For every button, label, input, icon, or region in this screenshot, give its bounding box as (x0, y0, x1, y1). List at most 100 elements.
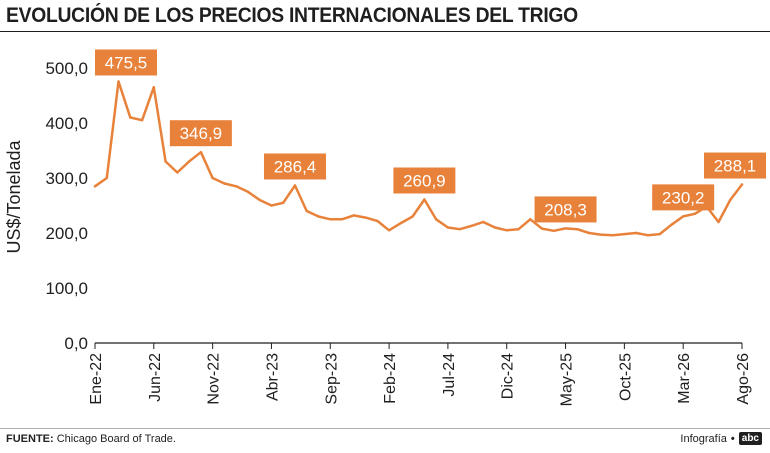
value-label-box (652, 184, 715, 211)
price-point (505, 229, 508, 232)
credit-text: Infografía (680, 432, 727, 445)
x-tick-label: Jun-22 (147, 353, 164, 402)
price-point (470, 224, 473, 228)
x-tick-label: Jul-24 (441, 353, 458, 397)
source-label: FUENTE: (6, 433, 54, 445)
x-tick-label: Abr-23 (264, 353, 281, 401)
price-point (329, 218, 332, 221)
x-tick-label: Nov-22 (206, 353, 223, 405)
price-point (117, 80, 120, 83)
price-point (564, 227, 567, 230)
price-point (211, 176, 214, 180)
price-point (670, 223, 673, 226)
price-point (176, 171, 179, 174)
price-point (587, 231, 591, 235)
y-tick-label: 300,0 (45, 169, 88, 188)
y-tick-label: 0,0 (64, 334, 88, 353)
price-point (576, 227, 579, 231)
value-label-box (263, 153, 326, 180)
price-point (681, 215, 685, 218)
price-point (729, 198, 732, 202)
price-point (634, 231, 638, 235)
price-point (540, 227, 544, 230)
value-label: 288,1 (714, 157, 757, 176)
source-text: Chicago Board of Trade. (56, 433, 176, 445)
price-line-chart: US$/Tonelada 0,0 100,0 200,0 300,0 400,0 500,… (4, 49, 766, 406)
price-point (199, 151, 203, 154)
price-point (293, 184, 297, 187)
price-point (234, 185, 238, 188)
price-point (611, 234, 614, 237)
price-series-line (93, 80, 744, 237)
y-axis-label: US$/Tonelada (4, 139, 24, 253)
value-label-box (393, 167, 456, 194)
source-note: FUENTE: Chicago Board of Trade. (6, 433, 176, 445)
abc-logo: abc (738, 432, 762, 445)
price-point (693, 212, 697, 215)
price-point (717, 220, 720, 224)
price-point (623, 232, 626, 236)
price-point (411, 215, 414, 218)
x-tick-label: Feb-24 (382, 353, 399, 404)
x-tick-label: Oct-25 (617, 353, 634, 401)
value-label-box (169, 120, 232, 147)
y-tick-label: 400,0 (45, 114, 88, 133)
price-point (552, 229, 555, 232)
price-point (305, 209, 308, 213)
price-point (270, 204, 273, 207)
price-point (599, 233, 603, 236)
price-point (364, 216, 367, 219)
y-tick-label: 100,0 (45, 279, 88, 298)
price-point (493, 226, 497, 229)
price-point (352, 214, 355, 217)
price-point (246, 190, 250, 193)
value-label-box (534, 196, 597, 223)
price-point (482, 220, 485, 224)
price-point (282, 201, 285, 204)
value-label: 475,5 (105, 53, 148, 72)
price-point (458, 227, 461, 231)
price-point (434, 218, 438, 221)
x-tick-label: Dic-24 (500, 353, 517, 399)
value-label: 346,9 (180, 124, 223, 143)
value-label: 230,2 (662, 188, 705, 207)
value-label-box (704, 152, 766, 179)
price-point (340, 218, 344, 221)
price-point (376, 219, 379, 223)
x-tick-label: Ene-22 (88, 353, 105, 405)
price-point (164, 160, 167, 163)
price-point (529, 218, 532, 221)
price-point (517, 227, 520, 231)
credit-separator: • (730, 432, 735, 445)
credit: Infografía • abc (680, 432, 762, 445)
price-point (740, 183, 744, 186)
y-tick-label: 200,0 (45, 224, 88, 243)
price-point (658, 232, 661, 236)
page-title: EVOLUCIÓN DE LOS PRECIOS INTERNACIONALES… (6, 4, 578, 27)
price-point (399, 221, 403, 225)
price-point (105, 176, 108, 180)
value-label: 260,9 (403, 172, 446, 191)
price-point (646, 234, 650, 237)
price-point (223, 182, 226, 185)
price-point (140, 119, 144, 122)
price-point (317, 215, 320, 218)
price-point (423, 198, 426, 201)
price-point (258, 198, 261, 202)
title-rule (0, 31, 770, 32)
price-point (93, 185, 97, 188)
y-tick-label: 500,0 (45, 59, 88, 78)
x-tick-label: Mar-26 (676, 353, 693, 404)
x-tick-label: May-25 (559, 353, 576, 406)
value-label: 208,3 (544, 200, 587, 219)
value-label: 286,4 (274, 157, 317, 176)
price-point (446, 226, 450, 229)
x-tick-label: Ago-26 (735, 353, 752, 405)
footer-rule (0, 428, 770, 429)
price-point (387, 229, 391, 232)
value-label-box (95, 49, 157, 76)
price-point (129, 116, 132, 119)
x-tick-label: Sep-23 (323, 353, 340, 405)
price-point (187, 160, 191, 163)
price-point (152, 86, 156, 89)
